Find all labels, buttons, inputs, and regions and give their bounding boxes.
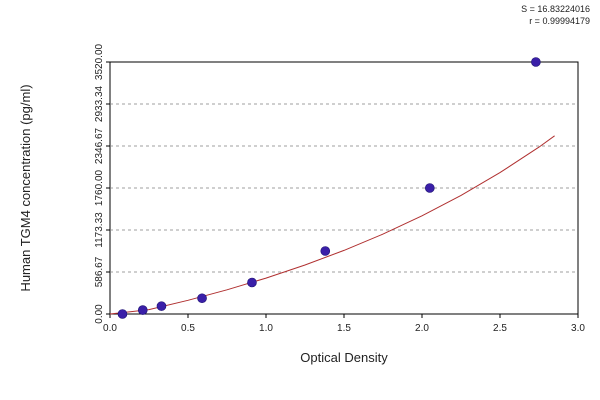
data-point (156, 301, 167, 311)
y-tick-labels: 0.00 586.67 1173.33 1760.00 2346.67 2933.34 35… (94, 43, 105, 323)
x-tick-label: 3.0 (571, 323, 585, 334)
data-point (117, 309, 128, 319)
stat-r: r = 0.99994179 (529, 16, 590, 26)
y-tick-label: 3520.00 (94, 43, 105, 80)
y-tick-label: 2933.34 (94, 85, 105, 122)
x-tick-label: 2.5 (493, 323, 507, 334)
grid (110, 103, 578, 273)
data-point (197, 293, 207, 304)
x-tick-label: 1.5 (337, 323, 351, 334)
stat-s: S = 16.83224016 (521, 4, 590, 14)
data-point (247, 277, 257, 288)
y-tick-label: 1173.33 (94, 212, 105, 248)
x-tick-label: 0.0 (103, 323, 117, 334)
y-tick-label: 0.00 (94, 304, 105, 324)
fit-curve (109, 135, 555, 315)
y-axis-title: Human TGM4 concentration (pg/ml) (18, 84, 33, 291)
x-tick-label: 2.0 (415, 323, 429, 334)
ticks (106, 61, 579, 318)
x-tick-labels: 0.0 0.5 1.0 1.5 2.0 2.5 3.0 (103, 323, 585, 334)
x-tick-label: 0.5 (181, 323, 195, 334)
y-tick-label: 586.67 (94, 256, 105, 287)
data-point (137, 305, 148, 315)
plot-area (106, 57, 579, 319)
data-point (531, 57, 541, 67)
y-tick-label: 1760.00 (94, 169, 105, 206)
x-axis-title: Optical Density (300, 350, 388, 365)
data-point (424, 183, 435, 193)
data-point (320, 246, 331, 256)
data-points (117, 57, 541, 319)
fit-curve-line (109, 135, 555, 315)
y-tick-label: 2346.67 (94, 127, 105, 164)
x-tick-label: 1.0 (259, 323, 273, 334)
